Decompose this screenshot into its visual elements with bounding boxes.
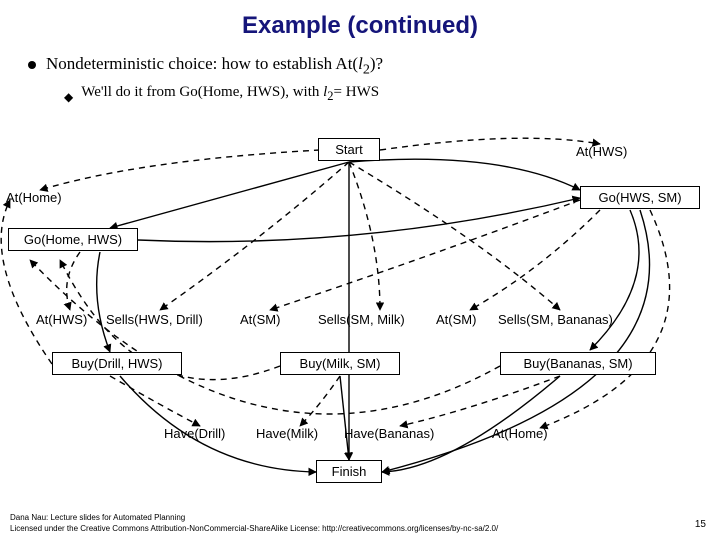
label-atsm1: At(SM) [240, 312, 280, 327]
bullet-main-text: Nondeterministic choice: how to establis… [46, 54, 383, 78]
bullet-dot-icon [28, 61, 36, 69]
page-title: Example (continued) [0, 0, 720, 40]
node-start: Start [318, 138, 380, 161]
node-buyban: Buy(Bananas, SM) [500, 352, 656, 375]
diagram-edges [0, 0, 720, 540]
label-atsm2: At(SM) [436, 312, 476, 327]
bullet-sub-row: ◆ We'll do it from Go(Home, HWS), with l… [64, 84, 720, 104]
label-haveban: Have(Bananas) [344, 426, 434, 441]
label-athws1: At(HWS) [576, 144, 627, 159]
page-number: 15 [695, 519, 706, 530]
sub-post: = HWS [334, 84, 380, 100]
sub-bullet-icon: ◆ [64, 90, 73, 104]
label-havemilk: Have(Milk) [256, 426, 318, 441]
label-athws2: At(HWS) [36, 312, 87, 327]
bullet-main: Nondeterministic choice: how to establis… [28, 54, 720, 78]
node-buymilk: Buy(Milk, SM) [280, 352, 400, 375]
bullet-post: )? [370, 54, 383, 73]
label-sellsban: Sells(SM, Bananas) [498, 312, 613, 327]
label-athome: At(Home) [6, 190, 62, 205]
bullet-pre: Nondeterministic choice: how to establis… [46, 54, 358, 73]
footer-line2: Licensed under the Creative Commons Attr… [10, 524, 498, 534]
label-sellsdrill: Sells(HWS, Drill) [106, 312, 203, 327]
label-athome2: At(Home) [492, 426, 548, 441]
sub-pre: We'll do it from Go(Home, HWS), with [81, 84, 323, 100]
subbullet-text: We'll do it from Go(Home, HWS), with l2=… [81, 84, 379, 104]
footer-line1: Dana Nau: Lecture slides for Automated P… [10, 513, 498, 523]
node-gohome: Go(Home, HWS) [8, 228, 138, 251]
node-gohws: Go(HWS, SM) [580, 186, 700, 209]
node-finish: Finish [316, 460, 382, 483]
label-havedrill: Have(Drill) [164, 426, 225, 441]
footer: Dana Nau: Lecture slides for Automated P… [10, 513, 498, 534]
bullet-sub: 2 [363, 61, 370, 77]
label-sellsmilk: Sells(SM, Milk) [318, 312, 405, 327]
node-buydrill: Buy(Drill, HWS) [52, 352, 182, 375]
